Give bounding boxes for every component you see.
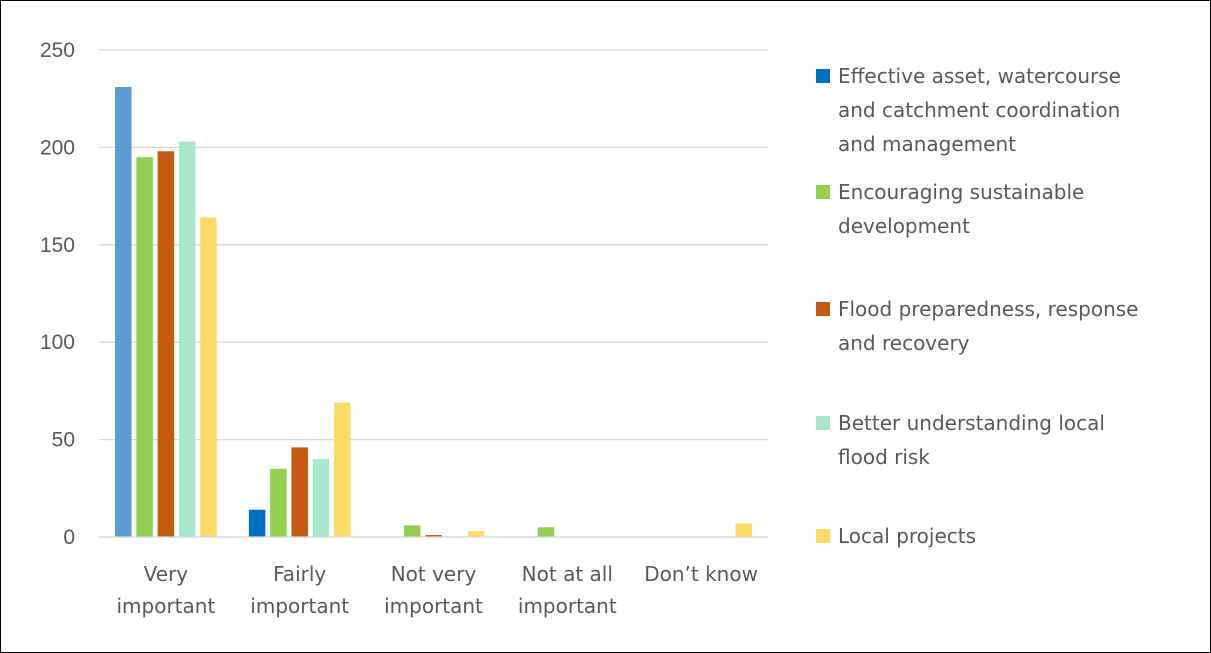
bar-series3-cat1 — [312, 459, 330, 537]
y-tick-label: 250 — [40, 39, 75, 62]
x-category-label: important — [250, 594, 349, 618]
bar-series4-cat2 — [467, 531, 485, 537]
x-category-label: Not at all — [522, 562, 613, 586]
x-category-label: Not very — [391, 562, 477, 586]
legend-swatch — [816, 302, 830, 316]
chart-legend: Effective asset, watercourse and catchmen… — [816, 59, 1201, 599]
y-tick-label: 200 — [40, 136, 75, 159]
legend-swatch — [816, 529, 830, 543]
legend-item: Better understanding local flood risk — [816, 406, 1201, 474]
legend-label-line: and recovery — [838, 331, 970, 355]
bar-series1-cat3 — [537, 527, 555, 537]
x-category-label: Fairly — [273, 562, 326, 586]
y-tick-label: 0 — [63, 526, 75, 549]
bar-series2-cat1 — [291, 447, 308, 537]
legend-label: Effective asset, watercourse and catchmen… — [838, 59, 1183, 161]
legend-label-line: Local projects — [838, 524, 977, 548]
x-category-label: important — [116, 594, 215, 618]
legend-swatch — [816, 416, 830, 430]
legend-item: Encouraging sustainable development — [816, 175, 1201, 243]
legend-label-line: Encouraging sustainable — [838, 180, 1085, 204]
bar-series4-cat1 — [334, 402, 351, 537]
bar-series1-cat2 — [403, 525, 421, 537]
y-tick-label: 100 — [40, 331, 75, 354]
legend-item: Effective asset, watercourse and catchmen… — [816, 59, 1201, 161]
x-category-label: Very — [144, 562, 189, 586]
legend-label: Encouraging sustainable development — [838, 175, 1183, 243]
bar-series0-cat1 — [248, 509, 266, 537]
legend-item: Flood preparedness, response and recovery — [816, 292, 1201, 360]
legend-label-line: and management — [838, 132, 1016, 156]
bar-series3-cat0 — [178, 141, 196, 537]
legend-label-line: Flood preparedness, response — [838, 297, 1139, 321]
x-category-label: Don’t know — [644, 562, 758, 586]
bar-series1-cat1 — [270, 468, 287, 537]
legend-label: Local projects — [838, 519, 1183, 553]
legend-label-line: Effective asset, watercourse — [838, 64, 1121, 88]
y-tick-label: 50 — [52, 429, 75, 452]
legend-label-line: flood risk — [838, 445, 930, 469]
legend-label-line: Better understanding local — [838, 411, 1105, 435]
legend-label: Flood preparedness, response and recovery — [838, 292, 1183, 360]
bar-series4-cat0 — [200, 217, 217, 537]
x-category-label: important — [384, 594, 483, 618]
bar-series0-cat0 — [115, 87, 132, 538]
bar-series2-cat2 — [425, 535, 442, 537]
bar-series1-cat0 — [136, 157, 153, 537]
y-tick-label: 150 — [40, 234, 75, 257]
legend-label: Better understanding local flood risk — [838, 406, 1183, 474]
legend-label-line: and catchment coordination — [838, 98, 1121, 122]
x-category-label: important — [518, 594, 617, 618]
legend-swatch — [816, 185, 830, 199]
legend-swatch — [816, 69, 830, 83]
legend-item: Local projects — [816, 519, 1201, 553]
legend-label-line: development — [838, 214, 970, 238]
bar-series4-cat4 — [735, 523, 752, 537]
bar-series2-cat0 — [157, 151, 175, 537]
